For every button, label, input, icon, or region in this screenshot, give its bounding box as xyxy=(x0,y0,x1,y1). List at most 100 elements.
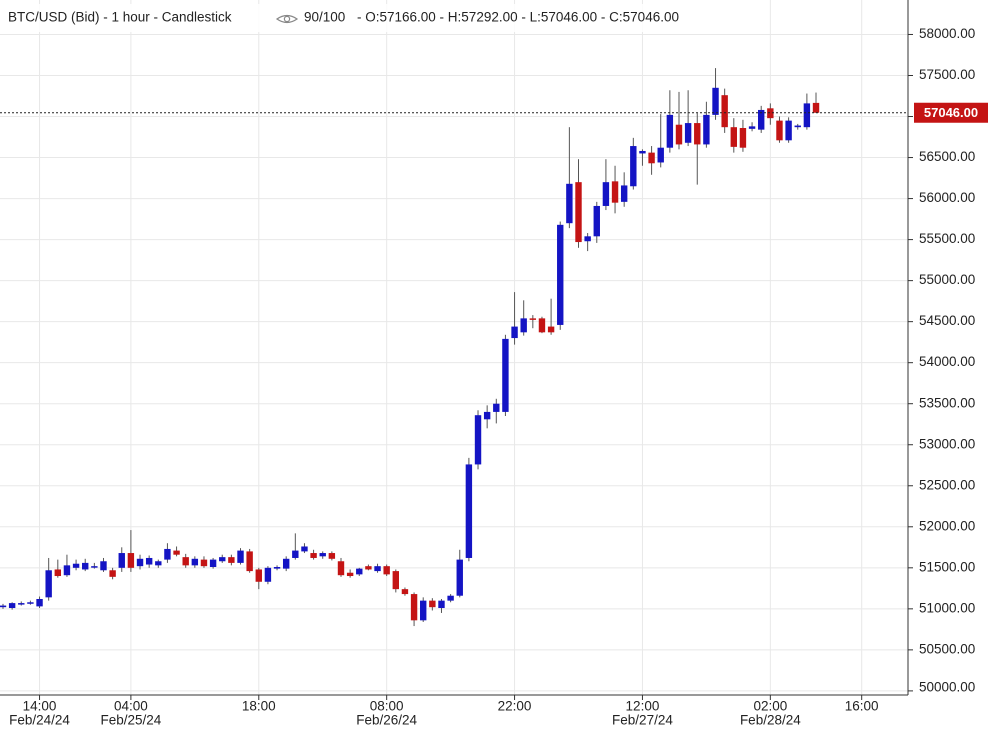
candle-body xyxy=(712,87,719,115)
candle-body xyxy=(721,95,728,128)
y-tick-label: 55500.00 xyxy=(919,231,975,246)
candle-body xyxy=(803,103,811,128)
ohlc-summary: - O:57166.00 - H:57292.00 - L:57046.00 -… xyxy=(357,10,679,25)
y-tick-label: 52500.00 xyxy=(919,477,975,492)
candle-body xyxy=(739,128,747,148)
candle-body xyxy=(18,603,25,605)
x-tick-label: 14:00 xyxy=(23,699,57,714)
y-tick-label: 58000.00 xyxy=(919,26,975,41)
candle-body xyxy=(410,594,418,621)
x-tick-label: 08:00 xyxy=(370,699,404,714)
candle-body xyxy=(401,589,409,595)
candle-body xyxy=(301,546,308,552)
x-tick-date: Feb/28/24 xyxy=(740,713,801,728)
candle-body xyxy=(127,553,135,568)
candle-body xyxy=(136,558,144,567)
x-tick-date: Feb/27/24 xyxy=(612,713,673,728)
candle-body xyxy=(191,558,199,566)
candle-body xyxy=(310,553,317,558)
y-tick-label: 50000.00 xyxy=(919,680,975,695)
candle-body xyxy=(237,550,244,563)
candle-body xyxy=(538,318,546,333)
candle-body xyxy=(82,562,89,570)
candle-body xyxy=(255,569,262,582)
candle-body xyxy=(356,568,363,575)
candle-body xyxy=(657,147,664,163)
y-tick-label: 54000.00 xyxy=(919,354,975,369)
x-tick-date: Feb/25/24 xyxy=(100,713,161,728)
candle-body xyxy=(730,127,737,147)
candle-body xyxy=(493,403,500,412)
candle-body xyxy=(209,559,217,567)
candle-body xyxy=(593,205,600,237)
candle-body xyxy=(219,557,226,562)
candle-body xyxy=(474,415,482,465)
candle-body xyxy=(584,236,591,242)
candle-body xyxy=(666,114,674,148)
candle-body xyxy=(748,126,756,129)
header-bg xyxy=(0,4,740,32)
candle-body xyxy=(529,318,537,320)
candles xyxy=(0,68,820,627)
y-tick-label: 56000.00 xyxy=(919,190,975,205)
candle-body xyxy=(228,557,235,563)
candle-body xyxy=(292,550,299,558)
candle-body xyxy=(684,123,692,143)
candle-body xyxy=(639,150,646,154)
candle-body xyxy=(200,559,208,567)
last-price-label: 57046.00 xyxy=(924,105,978,120)
candle-body xyxy=(383,566,390,575)
y-tick-label: 56500.00 xyxy=(919,149,975,164)
candle-body xyxy=(346,572,354,577)
candle-body xyxy=(264,567,272,582)
candle-body xyxy=(520,318,527,333)
candle-body xyxy=(794,125,801,128)
candle-body xyxy=(374,566,381,572)
candle-body xyxy=(648,152,655,164)
candle-body xyxy=(566,183,573,224)
candle-body xyxy=(365,566,372,570)
y-tick-label: 53500.00 xyxy=(919,395,975,410)
candle-body xyxy=(557,224,564,325)
candle-body xyxy=(703,114,710,145)
eye-icon xyxy=(275,14,299,24)
candle-body xyxy=(447,595,454,601)
candle-body xyxy=(246,551,253,572)
candle-body xyxy=(319,553,326,557)
candle-body xyxy=(785,120,792,141)
candle-body xyxy=(438,600,445,609)
x-tick-date: Feb/26/24 xyxy=(356,713,417,728)
candle-body xyxy=(100,561,107,571)
candle-body xyxy=(767,108,774,119)
candle-body xyxy=(63,565,71,576)
x-tick-label: 18:00 xyxy=(242,699,276,714)
y-tick-label: 55000.00 xyxy=(919,272,975,287)
candle-body xyxy=(0,605,7,608)
y-tick-label: 53000.00 xyxy=(919,436,975,451)
candle-body xyxy=(611,181,619,203)
candle-body xyxy=(8,603,16,609)
candle-body xyxy=(328,553,336,559)
candle-body xyxy=(392,571,400,590)
x-tick-label: 16:00 xyxy=(845,699,879,714)
candle-body xyxy=(36,598,43,607)
x-tick-label: 22:00 xyxy=(498,699,532,714)
candle-body xyxy=(812,102,820,113)
y-tick-label: 51500.00 xyxy=(919,559,975,574)
candle-body xyxy=(420,600,427,621)
candle-body xyxy=(694,123,701,145)
candle-body xyxy=(118,553,125,568)
candle-body xyxy=(155,561,162,566)
grid xyxy=(0,0,908,695)
zoom: 90/100 xyxy=(304,10,345,25)
x-tick-label: 04:00 xyxy=(114,699,148,714)
candle-body xyxy=(282,558,290,569)
x-tick-label: 02:00 xyxy=(753,699,787,714)
last-price-box xyxy=(914,102,988,123)
candle-body xyxy=(502,338,509,412)
y-tick-label: 51000.00 xyxy=(919,600,975,615)
candle-body xyxy=(72,563,80,568)
